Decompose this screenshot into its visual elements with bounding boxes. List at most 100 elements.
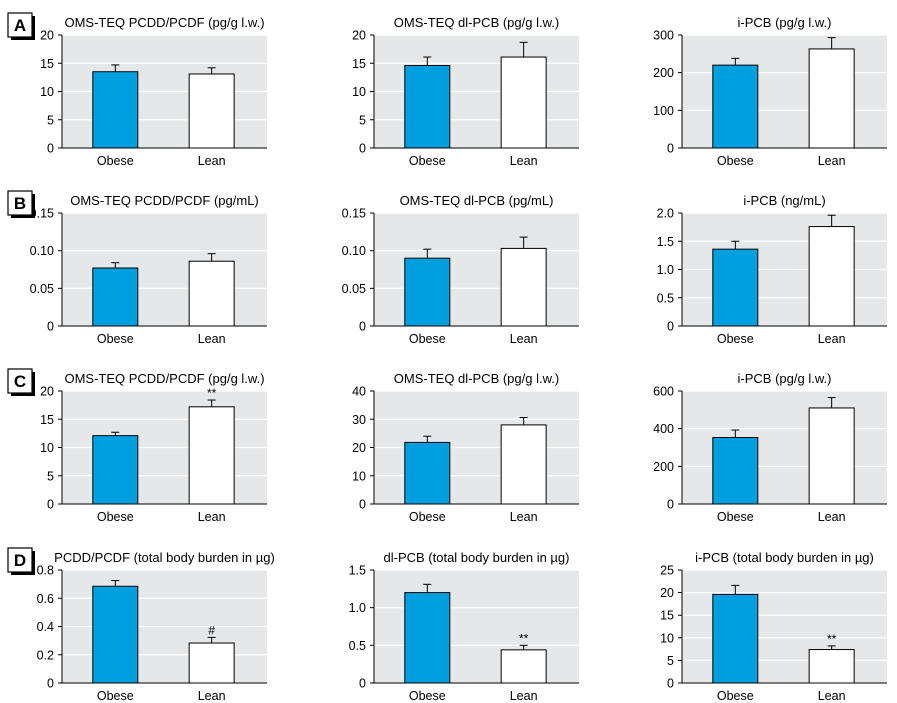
category-label: Lean	[818, 154, 846, 168]
bar-lean	[188, 260, 235, 327]
bar-obese	[712, 64, 759, 149]
chart-title: i-PCB (pg/g l.w.)	[738, 15, 832, 30]
chart-title: dl-PCB (total body burden in µg)	[384, 550, 570, 565]
y-tick-label: 5	[667, 654, 674, 668]
y-tick-label: 0.8	[37, 564, 54, 578]
y-tick-label: 0.10	[30, 244, 54, 258]
y-tick-label: 200	[653, 66, 674, 80]
bar-obese	[404, 65, 451, 149]
category-label: Lean	[510, 332, 538, 346]
y-tick-label: 20	[660, 586, 674, 600]
category-label: Obese	[409, 332, 446, 346]
y-tick-label: 0.05	[30, 282, 54, 296]
y-tick-label: 10	[40, 441, 54, 455]
category-label: Lean	[510, 154, 538, 168]
bar-lean	[188, 642, 235, 684]
y-tick-label: 100	[653, 104, 674, 118]
chart-panel: 0 100 200 300 Obese Lean i-PCB (pg/g l.w.)	[653, 15, 887, 168]
y-tick-label: 20	[352, 29, 366, 43]
category-label: Obese	[717, 689, 754, 703]
y-tick-label: 15	[40, 57, 54, 71]
category-label: Obese	[409, 510, 446, 524]
bar-obese	[92, 585, 139, 684]
chart-title: OMS-TEQ PCDD/PCDF (pg/mL)	[70, 193, 259, 208]
y-tick-label: 0	[47, 498, 54, 512]
category-label: Obese	[97, 510, 134, 524]
bar-lean	[808, 407, 855, 505]
category-label: Obese	[717, 154, 754, 168]
chart-title: OMS-TEQ dl-PCB (pg/g l.w.)	[394, 15, 559, 30]
category-label: Obese	[717, 510, 754, 524]
bar-lean	[500, 424, 547, 505]
bar-obese	[404, 441, 451, 505]
y-tick-label: 10	[660, 631, 674, 645]
panel-letter: A	[14, 16, 26, 35]
y-tick-label: 0	[47, 320, 54, 334]
chart-panel: 0 5 10 15 20 25 Obese ** Lean i-PCB (total body b…	[660, 550, 887, 703]
category-label: Obese	[97, 689, 134, 703]
y-tick-label: 20	[40, 385, 54, 399]
panel-letter: B	[14, 194, 26, 213]
chart-panel: 0 10 20 30 40 Obese Lean OMS-TEQ dl-PCB (pg/g l…	[352, 371, 579, 524]
y-tick-label: 1.0	[349, 601, 366, 615]
y-tick-label: 5	[47, 469, 54, 483]
significance-marker: **	[207, 386, 217, 400]
bar-lean	[808, 226, 855, 327]
y-tick-label: 5	[359, 113, 366, 127]
y-tick-label: 300	[653, 29, 674, 43]
y-tick-label: 0.5	[349, 639, 366, 653]
panel-letter-box	[7, 190, 33, 216]
category-label: Lean	[818, 510, 846, 524]
y-tick-label: 0.2	[37, 648, 54, 662]
panel-letter: C	[14, 372, 26, 391]
bar-obese	[92, 435, 139, 505]
bar-lean	[808, 48, 855, 149]
y-tick-label: 25	[660, 564, 674, 578]
bar-obese	[92, 71, 139, 149]
y-tick-label: 0.15	[342, 207, 366, 221]
bar-obese	[712, 437, 759, 505]
category-label: Lean	[818, 689, 846, 703]
bar-lean	[188, 73, 235, 149]
y-tick-label: 0.15	[30, 207, 54, 221]
chart-panel: 0 0.2 0.4 0.6 0.8 Obese # Lean PCDD/PCDF (total …	[7, 547, 275, 703]
significance-marker: **	[827, 632, 837, 646]
chart-panel: 0 0.05 0.10 0.15 Obese Lean OMS-TEQ PCDD/PCDF …	[7, 190, 267, 346]
category-label: Obese	[717, 332, 754, 346]
significance-marker: #	[208, 623, 215, 637]
chart-title: OMS-TEQ dl-PCB (pg/mL)	[400, 193, 554, 208]
chart-panel: 0 200 400 600 Obese Lean i-PCB (pg/g l.w.)	[653, 371, 887, 524]
y-tick-label: 40	[352, 385, 366, 399]
chart-panel: 0 0.5 1.0 1.5 2.0 Obese Lean i-PCB (ng/mL)	[657, 193, 887, 346]
y-tick-label: 2.0	[657, 207, 674, 221]
chart-panel: 0 5 10 15 20 Obese ** Lean OMS-TEQ PCDD/PCDF (pg…	[7, 368, 267, 524]
y-tick-label: 200	[653, 460, 674, 474]
y-tick-label: 1.5	[657, 235, 674, 249]
y-tick-label: 15	[352, 57, 366, 71]
category-label: Lean	[198, 154, 226, 168]
chart-title: i-PCB (pg/g l.w.)	[738, 371, 832, 386]
category-label: Lean	[198, 332, 226, 346]
y-tick-label: 10	[352, 85, 366, 99]
y-tick-label: 0	[667, 677, 674, 691]
y-tick-label: 0.6	[37, 592, 54, 606]
chart-title: i-PCB (total body burden in µg)	[695, 550, 874, 565]
chart-title: OMS-TEQ PCDD/PCDF (pg/g l.w.)	[64, 15, 264, 30]
y-tick-label: 15	[40, 413, 54, 427]
chart-panel: 0 0.05 0.10 0.15 Obese Lean OMS-TEQ dl-PCB (pg…	[342, 193, 579, 346]
significance-marker: **	[519, 631, 529, 645]
category-label: Lean	[198, 689, 226, 703]
category-label: Lean	[818, 332, 846, 346]
chart-title: OMS-TEQ PCDD/PCDF (pg/g l.w.)	[64, 371, 264, 386]
bar-lean	[500, 247, 547, 327]
bar-lean	[500, 56, 547, 149]
y-tick-label: 0	[359, 677, 366, 691]
y-tick-label: 600	[653, 385, 674, 399]
chart-title: PCDD/PCDF (total body burden in µg)	[54, 550, 275, 565]
chart-title: i-PCB (ng/mL)	[743, 193, 825, 208]
y-tick-label: 0.10	[342, 244, 366, 258]
chart-title: OMS-TEQ dl-PCB (pg/g l.w.)	[394, 371, 559, 386]
bar-lean	[808, 649, 855, 684]
y-tick-label: 400	[653, 422, 674, 436]
y-tick-label: 5	[47, 113, 54, 127]
